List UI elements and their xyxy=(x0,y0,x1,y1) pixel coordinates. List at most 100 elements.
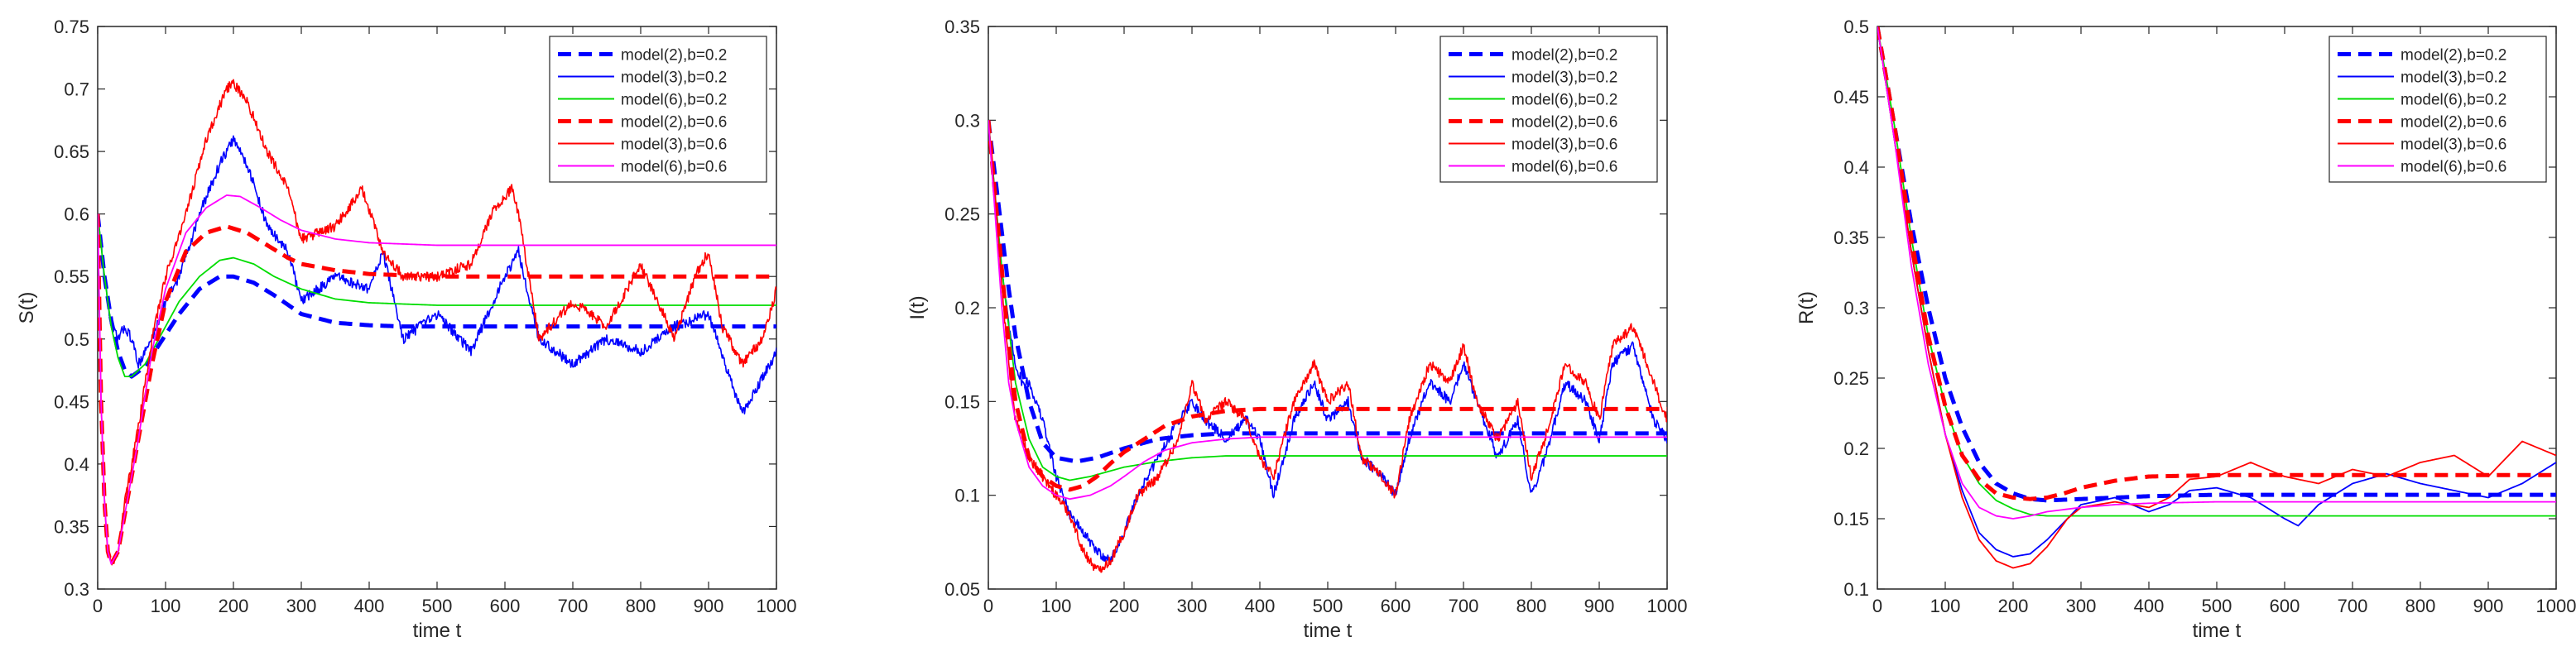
series-line-0 xyxy=(1877,26,2556,503)
y-tick-label: 0.45 xyxy=(1833,87,1869,108)
series-line-4 xyxy=(988,120,1667,573)
x-tick-label: 500 xyxy=(1313,596,1343,616)
x-tick-label: 400 xyxy=(1245,596,1276,616)
y-tick-label: 0.7 xyxy=(64,79,89,100)
x-tick-label: 600 xyxy=(490,596,521,616)
legend-entry: model(3),b=0.6 xyxy=(1511,137,1617,154)
series-line-0 xyxy=(98,213,776,379)
legend-entry: model(2),b=0.6 xyxy=(1511,114,1617,132)
x-tick-label: 100 xyxy=(1041,596,1072,616)
x-tick-label: 900 xyxy=(1584,596,1615,616)
x-tick-label: 300 xyxy=(1177,596,1208,616)
x-axis-label-i: time t xyxy=(1304,620,1353,642)
series-line-1 xyxy=(988,120,1667,564)
legend-entry: model(3),b=0.6 xyxy=(621,137,727,154)
y-tick-label: 0.35 xyxy=(944,17,980,37)
legend-entry: model(2),b=0.2 xyxy=(621,47,727,65)
legend-entry: model(6),b=0.6 xyxy=(2401,159,2506,176)
x-tick-label: 300 xyxy=(286,596,317,616)
x-tick-label: 300 xyxy=(2066,596,2097,616)
y-tick-label: 0.15 xyxy=(944,391,980,412)
legend-box xyxy=(1439,36,1658,183)
x-tick-label: 100 xyxy=(1930,596,1961,616)
legend-s: model(2),b=0.2 model(3),b=0.2 model(6),b=0… xyxy=(549,36,767,183)
series-layer-r xyxy=(1877,26,2556,569)
y-tick-label: 0.05 xyxy=(944,579,980,600)
series-layer-i xyxy=(988,120,1667,573)
ticks-i: 0 100 200 300 400 500 600 700 800 900 1000 0.05 0.1 0… xyxy=(944,17,1687,616)
x-tick-label: 400 xyxy=(2134,596,2165,616)
x-tick-label: 900 xyxy=(2473,596,2504,616)
x-tick-label: 200 xyxy=(219,596,249,616)
legend-r: model(2),b=0.2 model(3),b=0.2 model(6),b=0… xyxy=(2328,36,2547,183)
x-tick-label: 800 xyxy=(1516,596,1547,616)
legend-entry: model(2),b=0.2 xyxy=(2401,47,2506,65)
y-tick-label: 0.5 xyxy=(64,329,89,350)
y-tick-label: 0.3 xyxy=(954,110,980,131)
y-tick-label: 0.25 xyxy=(944,204,980,225)
x-tick-label: 700 xyxy=(1449,596,1479,616)
y-tick-label: 0.3 xyxy=(64,579,89,600)
legend-entry: model(6),b=0.6 xyxy=(1511,159,1617,176)
x-tick-label: 0 xyxy=(1872,596,1882,616)
x-tick-label: 500 xyxy=(422,596,453,616)
series-line-1 xyxy=(1877,26,2556,558)
series-line-2 xyxy=(98,213,776,378)
x-tick-label: 100 xyxy=(151,596,181,616)
y-tick-label: 0.2 xyxy=(954,298,980,319)
y-tick-label: 0.65 xyxy=(54,141,89,162)
y-tick-label: 0.2 xyxy=(1843,438,1869,459)
y-tick-label: 0.75 xyxy=(54,17,89,37)
series-line-3 xyxy=(1877,26,2556,501)
x-tick-label: 200 xyxy=(1998,596,2029,616)
legend-box xyxy=(549,36,767,183)
panel-i: 0 100 200 300 400 500 600 700 800 900 1000 0.05 0.1 0… xyxy=(906,17,1687,642)
x-tick-label: 800 xyxy=(626,596,656,616)
panel-s: 0 100 200 300 400 500 600 700 800 900 1000 0.3 0.35 0… xyxy=(16,17,796,642)
y-tick-label: 0.6 xyxy=(64,204,89,225)
x-tick-label: 700 xyxy=(558,596,589,616)
legend-entry: model(6),b=0.2 xyxy=(621,92,727,109)
y-tick-label: 0.1 xyxy=(954,486,980,506)
x-tick-label: 900 xyxy=(694,596,724,616)
legend-entry: model(3),b=0.2 xyxy=(1511,69,1617,87)
series-line-2 xyxy=(988,120,1667,481)
legend-entry: model(6),b=0.6 xyxy=(621,159,727,176)
x-tick-label: 1000 xyxy=(1647,596,1688,616)
y-tick-label: 0.4 xyxy=(64,454,89,475)
y-tick-label: 0.1 xyxy=(1843,579,1869,600)
x-tick-label: 0 xyxy=(93,596,103,616)
y-tick-label: 0.45 xyxy=(54,391,89,412)
y-axis-label-s: S(t) xyxy=(16,292,38,324)
legend-box xyxy=(2328,36,2547,183)
ticks-s: 0 100 200 300 400 500 600 700 800 900 1000 0.3 0.35 0… xyxy=(54,17,796,616)
x-tick-label: 600 xyxy=(2270,596,2300,616)
x-tick-label: 1000 xyxy=(2536,596,2576,616)
x-tick-label: 500 xyxy=(2202,596,2232,616)
x-axis-label-r: time t xyxy=(2193,620,2242,642)
x-tick-label: 600 xyxy=(1381,596,1411,616)
y-axis-label-i: I(t) xyxy=(906,295,929,319)
y-tick-label: 0.25 xyxy=(1833,368,1869,389)
y-tick-label: 0.55 xyxy=(54,266,89,287)
series-line-5 xyxy=(98,194,776,565)
ticks-r: 0 100 200 300 400 500 600 700 800 900 1000 0.1 0.15 0… xyxy=(1833,17,2576,616)
panel-r: 0 100 200 300 400 500 600 700 800 900 1000 0.1 0.15 0… xyxy=(1795,17,2576,642)
series-line-4 xyxy=(1877,26,2556,569)
x-tick-label: 1000 xyxy=(757,596,797,616)
series-line-0 xyxy=(988,120,1667,464)
y-tick-label: 0.35 xyxy=(54,516,89,537)
series-line-4 xyxy=(98,79,776,566)
legend-entry: model(3),b=0.6 xyxy=(2401,137,2506,154)
legend-entry: model(2),b=0.6 xyxy=(2401,114,2506,132)
y-tick-label: 0.3 xyxy=(1843,298,1869,319)
legend-entry: model(6),b=0.2 xyxy=(1511,92,1617,109)
legend-entry: model(2),b=0.2 xyxy=(1511,47,1617,65)
legend-entry: model(6),b=0.2 xyxy=(2401,92,2506,109)
y-tick-label: 0.4 xyxy=(1843,157,1869,178)
x-axis-label-s: time t xyxy=(413,620,462,642)
x-tick-label: 200 xyxy=(1109,596,1140,616)
y-tick-label: 0.35 xyxy=(1833,228,1869,248)
x-tick-label: 700 xyxy=(2338,596,2368,616)
